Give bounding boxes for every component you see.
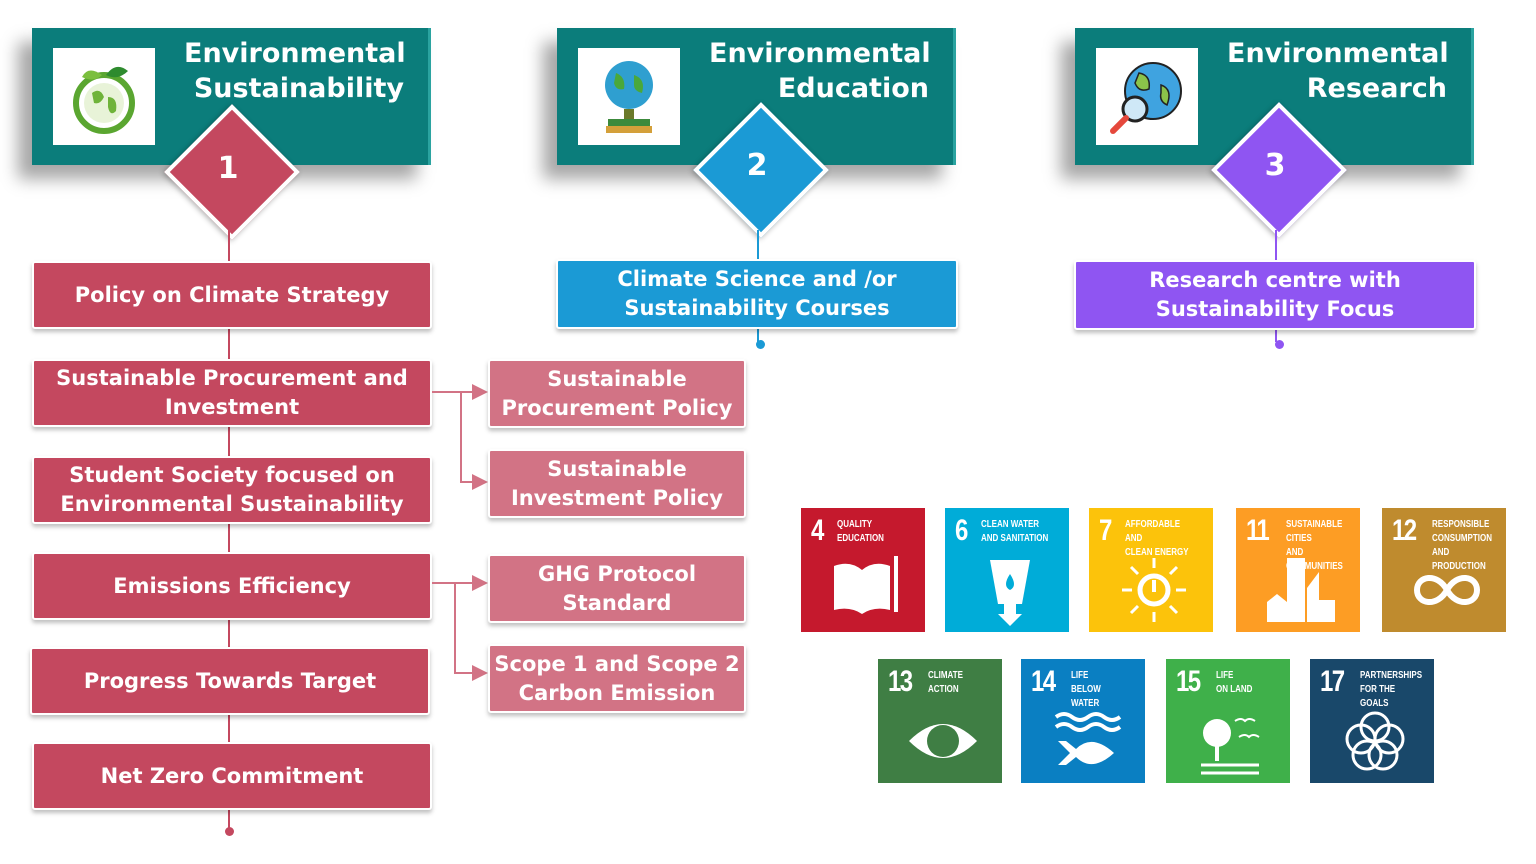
sdg-label: LIFE ON LAND	[1216, 670, 1253, 695]
arrow-to-investment-policy	[432, 391, 486, 482]
connector-end-dot	[225, 827, 234, 836]
connector-end-dot	[1275, 340, 1284, 349]
header-environmental-sustainability: Environmental Sustainability	[32, 28, 431, 165]
sdg-label: QUALITY EDUCATION	[837, 519, 884, 544]
sdg-tile-17: 17 PARTNERSHIPS FOR THE GOALS	[1310, 659, 1434, 783]
book-icon	[834, 556, 898, 614]
sdg-tile-6: 6 CLEAN WATER AND SANITATION	[945, 508, 1069, 632]
sub-scope-carbon-emission: Scope 1 and Scope 2 Carbon Emission	[488, 644, 746, 713]
sdg-label: CLIMATE ACTION	[928, 670, 963, 695]
header-title: Environmental Sustainability	[184, 38, 406, 104]
item-sustainable-procurement-investment: Sustainable Procurement and Investment	[32, 359, 432, 427]
connector-line	[228, 230, 230, 830]
sdg-label: RESPONSIBLE CONSUMPTION AND PRODUCTION	[1432, 519, 1492, 572]
connector-end-dot	[756, 340, 765, 349]
sdg-label: PARTNERSHIPS FOR THE GOALS	[1360, 670, 1423, 709]
step-number: 3	[1264, 148, 1286, 183]
sdg-number: 14	[1031, 665, 1056, 698]
item-research-centre: Research centre with Sustainability Focu…	[1074, 260, 1476, 330]
header-title: Environmental Education	[709, 38, 931, 104]
sub-sustainable-procurement-policy: Sustainable Procurement Policy	[488, 359, 746, 428]
sdg-number: 6	[955, 514, 968, 547]
item-student-society: Student Society focused on Environmental…	[32, 456, 432, 524]
item-climate-science-courses: Climate Science and /or Sustainability C…	[556, 259, 958, 329]
sdg-tile-13: 13 CLIMATE ACTION	[878, 659, 1002, 783]
sun-power-icon	[1122, 558, 1186, 622]
branch-connectors	[432, 384, 492, 690]
infinity-icon	[1413, 575, 1481, 605]
item-net-zero-commitment: Net Zero Commitment	[32, 742, 432, 810]
eye-globe-icon	[909, 724, 977, 758]
fish-icon	[1054, 712, 1122, 765]
sdg-number: 11	[1246, 514, 1270, 547]
sdg-number: 12	[1392, 514, 1417, 547]
sdg-label: CLEAN WATER AND SANITATION	[981, 519, 1049, 544]
globe-magnifier-icon	[1096, 48, 1198, 145]
sdg-label: AFFORDABLE AND CLEAN ENERGY	[1125, 519, 1189, 558]
sdg-label: LIFE BELOW WATER	[1071, 670, 1101, 709]
rings-icon	[1345, 711, 1405, 771]
sdg-number: 7	[1099, 514, 1112, 547]
water-glass-icon	[990, 560, 1030, 626]
sdg-number: 4	[811, 514, 824, 547]
step-number: 2	[746, 148, 768, 183]
buildings-icon	[1267, 558, 1335, 622]
sdg-number: 17	[1320, 665, 1345, 698]
sdg-number: 15	[1176, 665, 1201, 698]
tree-birds-icon	[1201, 718, 1260, 775]
globe-on-books-icon	[578, 48, 680, 145]
sdg-tile-4: 4 QUALITY EDUCATION	[801, 508, 925, 632]
sdg-tile-15: 15 LIFE ON LAND	[1166, 659, 1290, 783]
leaf-globe-icon	[53, 48, 155, 145]
item-progress-towards-target: Progress Towards Target	[30, 647, 430, 715]
item-emissions-efficiency: Emissions Efficiency	[32, 552, 432, 620]
sdg-number: 13	[888, 665, 913, 698]
arrow-to-scope-emission	[432, 582, 486, 673]
sdg-tile-12: 12 RESPONSIBLE CONSUMPTION AND PRODUCTION	[1382, 508, 1506, 632]
sub-ghg-protocol-standard: GHG Protocol Standard	[488, 554, 746, 623]
sub-sustainable-investment-policy: Sustainable Investment Policy	[488, 449, 746, 518]
header-title: Environmental Research	[1227, 38, 1449, 104]
sdg-tile-7: 7 AFFORDABLE AND CLEAN ENERGY	[1089, 508, 1213, 632]
step-number: 1	[217, 151, 239, 186]
sdg-tile-14: 14 LIFE BELOW WATER	[1021, 659, 1145, 783]
sdg-tile-11: 11 SUSTAINABLE CITIES AND COMMUNITIES	[1236, 508, 1360, 632]
sdg-label: SUSTAINABLE CITIES AND COMMUNITIES	[1286, 519, 1343, 572]
item-policy-on-climate-strategy: Policy on Climate Strategy	[32, 261, 432, 329]
